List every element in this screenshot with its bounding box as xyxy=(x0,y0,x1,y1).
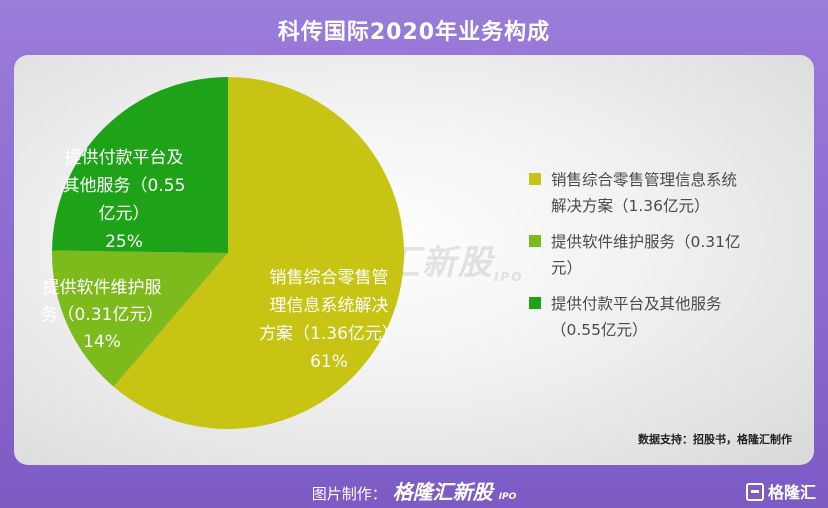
slice-label-payment: 提供付款平台及其他服务（0.55 亿元） 25% xyxy=(63,148,186,252)
slice-label-line: 提供软件维护服 xyxy=(43,278,162,298)
slice-label-line: 亿元） xyxy=(99,204,150,224)
legend-text-line: （0.55亿元） xyxy=(551,321,648,339)
slice-label-line: 提供付款平台及 xyxy=(65,148,184,168)
data-source-note: 数据支持：招股书，格隆汇制作 xyxy=(638,433,792,446)
chart-panel: 格隆汇新股IPO 销售综合零售管理信息系统解决方案（1.36亿元） 61% 提供软件… xyxy=(14,55,814,465)
pie-slice-sales xyxy=(113,77,404,429)
legend-item-sales: 销售综合零售管理信息系统 解决方案（1.36亿元） xyxy=(529,167,814,219)
slice-label-line: 其他服务（0.55 xyxy=(63,176,186,196)
chart-title: 科传国际2020年业务构成 xyxy=(277,20,551,45)
slice-label-line: 务（0.31亿元） xyxy=(41,305,164,325)
slice-label-sales: 销售综合零售管理信息系统解决方案（1.36亿元） 61% xyxy=(259,268,399,372)
slice-label-maintenance: 提供软件维护服务（0.31亿元） 14% xyxy=(41,278,164,352)
legend-swatch-sales xyxy=(529,173,541,185)
legend-item-payment: 提供付款平台及其他服务 （0.55亿元） xyxy=(529,291,814,343)
legend-swatch-payment xyxy=(529,297,541,309)
slice-label-line: 方案（1.36亿元） xyxy=(259,324,399,344)
legend-swatch-maintenance xyxy=(529,235,541,247)
pie-chart: 销售综合零售管理信息系统解决方案（1.36亿元） 61% 提供软件维护服务（0.31… xyxy=(41,77,404,429)
legend-text-line: 解决方案（1.36亿元） xyxy=(551,197,710,215)
footer: 图片制作： 格隆汇新股 IPO 格隆汇 xyxy=(0,470,828,508)
pie-slice-maintenance xyxy=(52,250,228,387)
legend-text-line: 提供付款平台及其他服务 xyxy=(551,295,722,313)
slice-label-line: 61% xyxy=(310,352,348,372)
slice-label-line: 14% xyxy=(83,332,121,352)
slice-label-line: 销售综合零售管 xyxy=(270,268,389,288)
pie-slice-payment xyxy=(52,77,228,253)
legend: 销售综合零售管理信息系统 解决方案（1.36亿元） 提供软件维护服务（0.31亿… xyxy=(529,167,814,353)
legend-text-line: 元） xyxy=(551,259,583,277)
legend-item-maintenance: 提供软件维护服务（0.31亿 元） xyxy=(529,229,814,281)
footer-logo: 格隆汇 xyxy=(745,479,816,503)
slice-label-line: 理信息系统解决 xyxy=(270,296,389,316)
slice-label-line: 25% xyxy=(105,232,143,252)
legend-text-line: 提供软件维护服务（0.31亿 xyxy=(551,233,741,251)
legend-text-line: 销售综合零售管理信息系统 xyxy=(551,171,738,189)
footer-brand: 格隆汇新股 xyxy=(392,480,493,504)
gelonghui-logo-icon xyxy=(745,483,764,501)
footer-credit: 图片制作： 格隆汇新股 IPO xyxy=(311,480,517,504)
